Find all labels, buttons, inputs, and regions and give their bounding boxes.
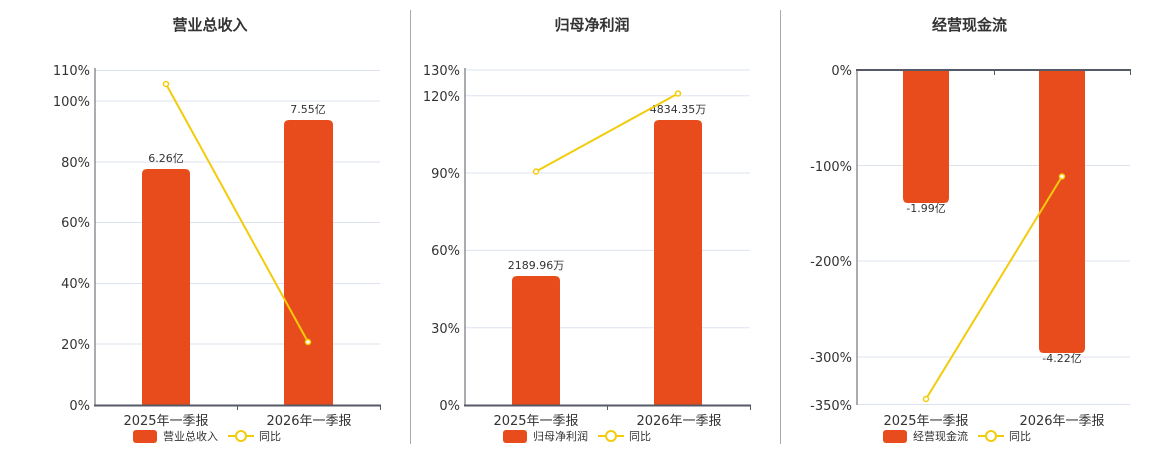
yoy-point[interactable]: [162, 80, 170, 88]
chart-panel-revenue: 营业总收入 110% 100% 80% 60% 40% 20% 0%: [0, 0, 410, 450]
legend-line-icon[interactable]: [598, 429, 624, 443]
yoy-point[interactable]: [1058, 173, 1066, 180]
legend-line-icon[interactable]: [228, 429, 254, 443]
svg-text:0%: 0%: [69, 399, 90, 414]
svg-text:-350%: -350%: [810, 399, 852, 414]
svg-text:30%: 30%: [431, 322, 460, 337]
chart-title: 归母净利润: [554, 16, 630, 34]
bar-2026[interactable]: [654, 120, 702, 405]
chart-plot: 0% -100% -200% -300% -350% -1.99亿 -4.22亿…: [810, 64, 1131, 429]
svg-text:90%: 90%: [431, 167, 460, 182]
bar-label: -1.99亿: [906, 202, 945, 215]
chart-title: 经营现金流: [931, 16, 1007, 34]
bar-2026[interactable]: [284, 120, 333, 405]
bar-label: 7.55亿: [290, 103, 326, 116]
bar-label: 6.26亿: [148, 152, 184, 165]
svg-text:20%: 20%: [61, 338, 90, 353]
svg-text:40%: 40%: [61, 277, 90, 292]
chart-panel-operating-cash-flow: 经营现金流 0% -100% -200% -300% -350% -1.99亿 …: [781, 0, 1160, 450]
legend: 营业总收入 同比: [133, 428, 281, 444]
gridlines: [95, 70, 380, 345]
x-axis-label: 2026年一季报: [1019, 414, 1104, 429]
bar-2026[interactable]: [1039, 70, 1085, 353]
svg-text:-100%: -100%: [810, 160, 852, 175]
bars: [142, 120, 333, 405]
yoy-point[interactable]: [304, 338, 312, 346]
bar-label: -4.22亿: [1042, 352, 1081, 365]
svg-text:0%: 0%: [831, 64, 852, 79]
svg-text:60%: 60%: [431, 244, 460, 259]
bars: [512, 120, 702, 405]
bar-2025[interactable]: [903, 70, 949, 203]
panel-divider: [780, 10, 781, 444]
svg-text:0%: 0%: [439, 399, 460, 414]
panel-divider: [410, 10, 411, 444]
y-axis-labels: 0% -100% -200% -300% -350%: [810, 64, 852, 414]
bar-label: 4834.35万: [650, 103, 707, 116]
chart-title: 营业总收入: [172, 16, 248, 34]
chart-panel-net-profit: 归母净利润 130% 120% 90% 60% 30% 0% 2189.96万 …: [411, 0, 781, 450]
svg-text:120%: 120%: [423, 90, 460, 105]
y-axis-labels: 110% 100% 80% 60% 40% 20% 0%: [53, 64, 90, 414]
svg-text:80%: 80%: [61, 156, 90, 171]
x-axis-label: 2026年一季报: [266, 414, 351, 429]
gridlines: [465, 69, 750, 329]
bar-2025[interactable]: [142, 169, 190, 405]
legend: 归母净利润 同比: [503, 428, 651, 444]
legend-line-label[interactable]: 同比: [259, 430, 281, 443]
legend-bar-swatch[interactable]: [133, 429, 157, 443]
svg-text:60%: 60%: [61, 216, 90, 231]
legend-line-label[interactable]: 同比: [629, 430, 651, 443]
x-axis-label: 2025年一季报: [123, 414, 208, 429]
legend-line-label[interactable]: 同比: [1009, 430, 1031, 443]
legend-line-icon[interactable]: [978, 429, 1004, 443]
x-axis-label: 2025年一季报: [883, 414, 968, 429]
bars: [903, 70, 1085, 353]
svg-text:130%: 130%: [423, 64, 460, 79]
yoy-point[interactable]: [674, 90, 682, 97]
bar-label: 2189.96万: [508, 259, 565, 272]
legend-bar-swatch[interactable]: [503, 429, 527, 443]
svg-text:-200%: -200%: [810, 255, 852, 270]
legend-bar-label[interactable]: 经营现金流: [913, 430, 968, 443]
legend-bar-label[interactable]: 营业总收入: [163, 430, 218, 443]
yoy-line: [922, 173, 1066, 403]
legend-bar-label[interactable]: 归母净利润: [533, 430, 588, 443]
yoy-point[interactable]: [922, 395, 930, 403]
yoy-point[interactable]: [532, 168, 540, 175]
y-axis-labels: 130% 120% 90% 60% 30% 0%: [423, 64, 460, 414]
chart-plot: 130% 120% 90% 60% 30% 0% 2189.96万 4834.3…: [423, 64, 751, 429]
legend-bar-swatch[interactable]: [883, 429, 907, 443]
gridlines: [857, 165, 1130, 405]
svg-text:110%: 110%: [53, 64, 90, 79]
x-axis-label: 2025年一季报: [493, 414, 578, 429]
svg-text:-300%: -300%: [810, 351, 852, 366]
yoy-line: [162, 80, 312, 346]
bar-2025[interactable]: [512, 276, 560, 405]
chart-plot: 110% 100% 80% 60% 40% 20% 0% 6.26亿 7.55亿…: [53, 64, 381, 429]
legend: 经营现金流 同比: [883, 428, 1031, 444]
x-axis-label: 2026年一季报: [636, 414, 721, 429]
svg-text:100%: 100%: [53, 95, 90, 110]
yoy-line: [532, 90, 682, 175]
